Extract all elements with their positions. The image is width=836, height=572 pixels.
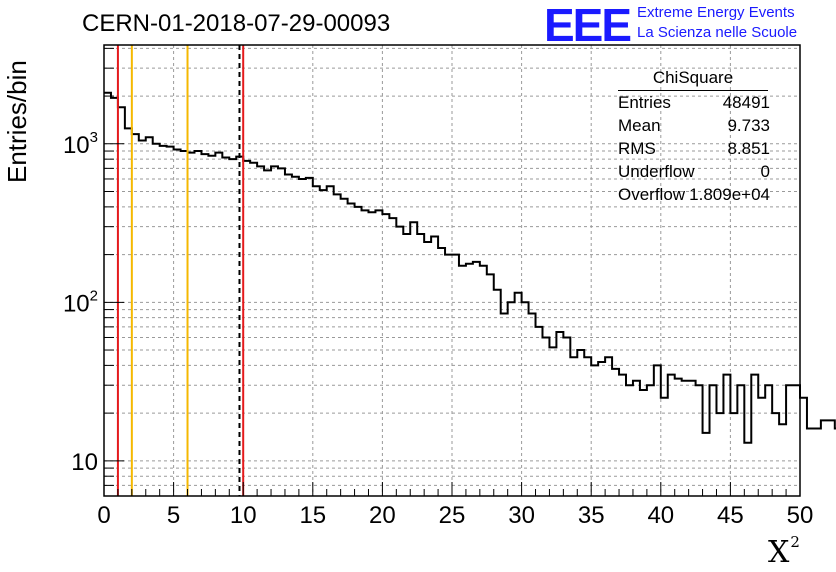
stats-key: Underflow xyxy=(618,162,695,181)
x-tick-label: 50 xyxy=(787,502,814,529)
stats-value: 8.851 xyxy=(727,139,770,158)
stats-row-mean: Mean 9.733 xyxy=(608,114,778,137)
stats-row-entries: Entries 48491 xyxy=(608,91,778,114)
x-tick-label: 0 xyxy=(97,502,110,529)
x-tick-label: 45 xyxy=(717,502,744,529)
x-axis-label: X2 xyxy=(768,533,800,570)
x-tick-label: 35 xyxy=(578,502,605,529)
x-tick-label: 30 xyxy=(508,502,535,529)
stats-box: ChiSquare Entries 48491 Mean 9.733 RMS 8… xyxy=(608,66,778,206)
stats-row-overflow: Overflow 1.809e+04 xyxy=(608,183,778,206)
stats-title: ChiSquare xyxy=(618,66,768,91)
logo-line-2: La Scienza nelle Scuole xyxy=(637,24,798,41)
logo-line-1: Extreme Energy Events xyxy=(637,4,795,21)
stats-key: Overflow xyxy=(618,185,686,204)
x-tick-label: 40 xyxy=(647,502,674,529)
stats-row-underflow: Underflow 0 xyxy=(608,160,778,183)
stats-value: 0 xyxy=(760,162,770,181)
grid xyxy=(104,45,800,497)
stats-key: RMS xyxy=(618,139,656,158)
histogram xyxy=(104,91,836,444)
x-tick-label: 5 xyxy=(167,502,180,529)
x-axis-label-base: X xyxy=(768,535,790,570)
run-title: CERN-01-2018-07-29-00093 xyxy=(82,10,391,37)
y-tick-label: 102 xyxy=(63,287,98,317)
x-tick-label: 10 xyxy=(230,502,257,529)
eee-logo: EEE xyxy=(544,0,632,51)
y-axis-label: Entries/bin xyxy=(2,60,32,183)
stats-value: 9.733 xyxy=(727,116,770,135)
y-tick-label: 103 xyxy=(63,129,98,159)
histogram-line xyxy=(104,91,836,444)
stats-value: 1.809e+04 xyxy=(689,185,770,204)
stats-key: Mean xyxy=(618,116,661,135)
x-tick-label: 20 xyxy=(369,502,396,529)
stats-key: Entries xyxy=(618,93,671,112)
x-tick-label: 15 xyxy=(299,502,326,529)
x-axis-label-sup: 2 xyxy=(790,533,800,551)
stats-value: 48491 xyxy=(722,93,770,112)
stats-row-rms: RMS 8.851 xyxy=(608,137,778,160)
x-tick-label: 25 xyxy=(439,502,466,529)
tick-labels: 0 5 10 15 20 25 30 35 40 45 50 10 102 103 xyxy=(63,129,813,529)
axis-ticks xyxy=(103,47,801,497)
y-tick-label: 10 xyxy=(71,449,98,476)
cut-lines xyxy=(116,45,245,496)
